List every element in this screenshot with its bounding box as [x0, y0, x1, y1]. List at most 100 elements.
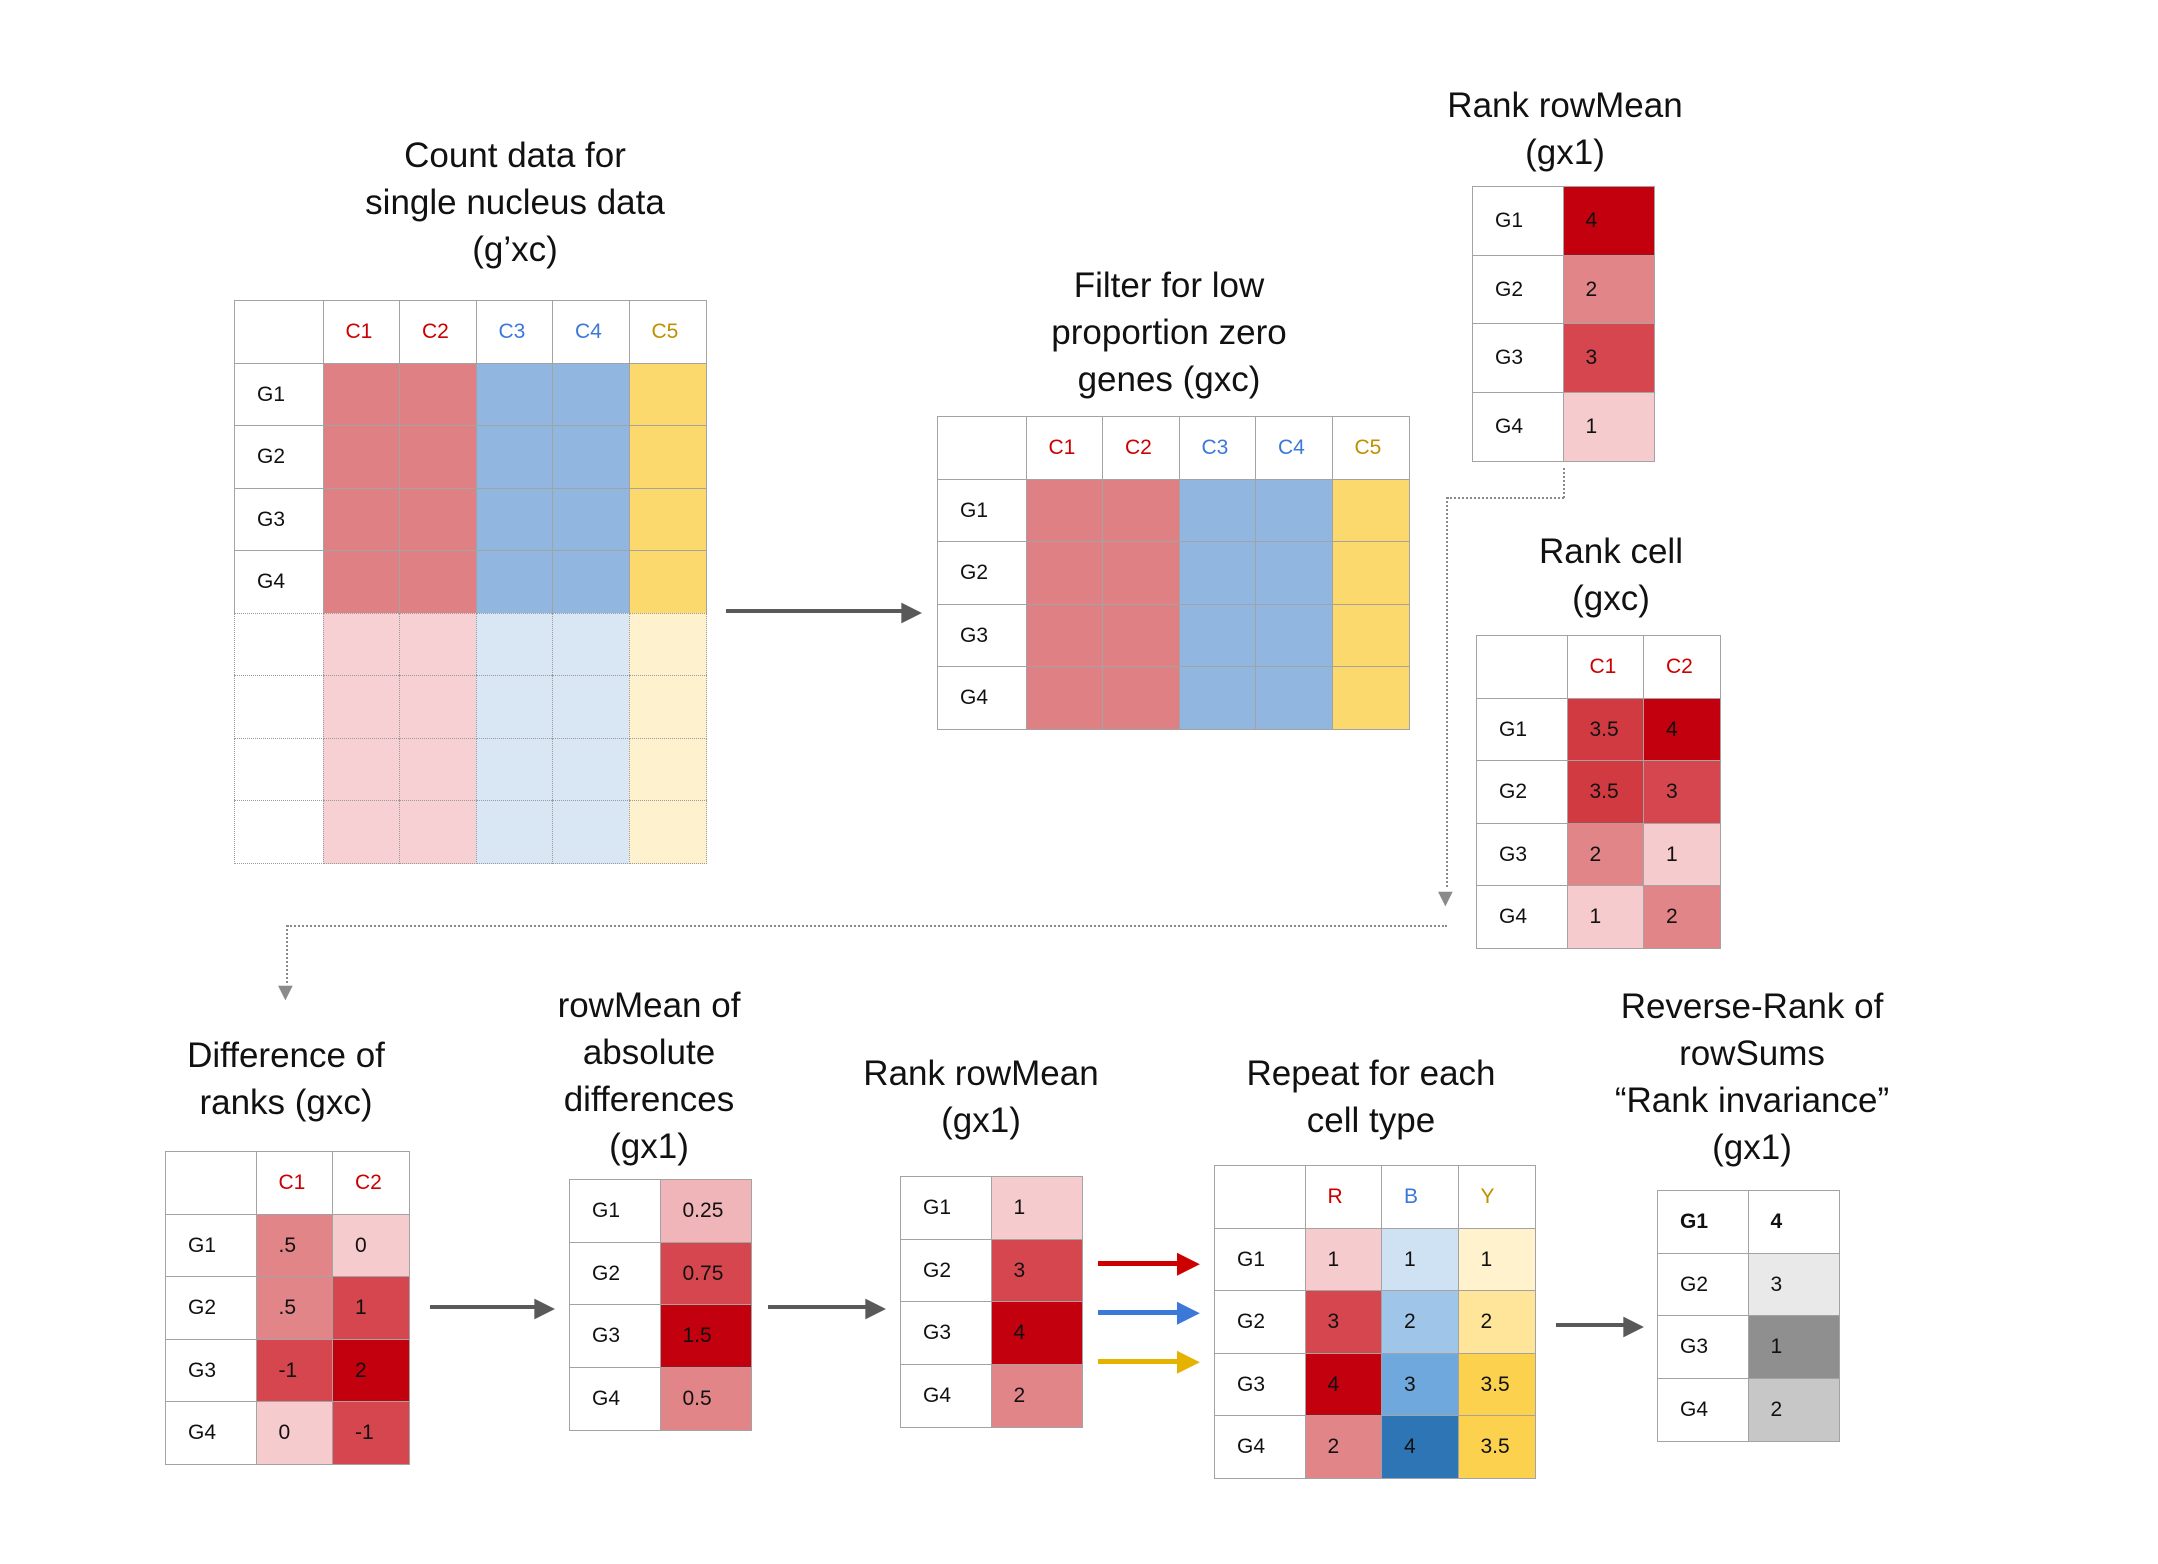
- dotted-arrow-down-icon: ▼: [273, 978, 298, 1006]
- table-row: G4: [234, 550, 707, 614]
- table-cell: G1: [900, 1176, 992, 1240]
- table-cell: G3: [1472, 323, 1564, 393]
- table-row: G2 0.75: [569, 1241, 752, 1306]
- table-cell: G1: [1472, 186, 1564, 256]
- table-cell: Y: [1457, 1165, 1536, 1229]
- table-cell: 2: [1643, 885, 1721, 949]
- table-row: G3: [937, 603, 1410, 668]
- table-cell: B: [1381, 1165, 1459, 1229]
- table-cell: G4: [900, 1363, 992, 1428]
- table-cell: G1: [937, 478, 1027, 543]
- table-row: G2: [937, 541, 1410, 605]
- table-cell: [1102, 666, 1180, 730]
- table-cell: 1.5: [659, 1304, 752, 1368]
- table-row: G2.5 1: [165, 1276, 410, 1340]
- table-cell: [399, 737, 477, 802]
- table-cell: [1025, 478, 1104, 543]
- table-cell: [1331, 603, 1410, 668]
- table-cell: 3: [1562, 323, 1655, 393]
- table-row: G2 3: [900, 1238, 1083, 1303]
- table-cell: [552, 612, 630, 677]
- table-cell: 2: [990, 1363, 1083, 1428]
- table-row: G2 2: [1472, 254, 1655, 325]
- table-row: G4: [937, 666, 1410, 730]
- table-row: [234, 800, 707, 864]
- arrow-red-celltype: ▶: [1098, 1248, 1200, 1278]
- table-cell: C1: [1566, 635, 1645, 699]
- reverse-rank-title: Reverse-Rank of rowSums “Rank invariance…: [1614, 987, 1890, 1167]
- table-row: C1 C2: [1476, 635, 1721, 699]
- table-cell: [937, 416, 1027, 480]
- table-cell: C1: [1025, 416, 1104, 480]
- table-cell: .5: [255, 1276, 334, 1340]
- table-cell: 3: [1643, 760, 1721, 824]
- table-cell: G4: [1214, 1415, 1306, 1479]
- table-cell: [234, 800, 324, 864]
- table-cell: G1: [234, 362, 324, 427]
- table-cell: C5: [1331, 416, 1410, 480]
- table-cell: C2: [1102, 416, 1180, 480]
- table-cell: [1025, 666, 1104, 730]
- table-cell: 1: [1381, 1227, 1459, 1292]
- table-cell: C4: [552, 300, 630, 364]
- table-cell: G4: [1472, 391, 1564, 462]
- table-cell: C5: [628, 300, 707, 364]
- table-cell: C1: [255, 1151, 334, 1215]
- table-cell: 3.5: [1457, 1415, 1536, 1479]
- table-cell: [322, 425, 401, 489]
- arrow-line: [726, 609, 907, 613]
- table-cell: [1102, 478, 1180, 543]
- table-cell: [552, 425, 630, 489]
- table-cell: 3.5: [1566, 697, 1645, 762]
- table-cell: [552, 550, 630, 614]
- table-cell: G4: [165, 1401, 257, 1465]
- table-cell: [1255, 666, 1333, 730]
- table-cell: G2: [234, 425, 324, 489]
- table-cell: [1178, 666, 1257, 730]
- table-cell: [628, 800, 707, 864]
- table-cell: G1: [165, 1213, 257, 1278]
- table-cell: [234, 612, 324, 677]
- table-cell: 4: [1381, 1415, 1459, 1479]
- rowmean-abs-title: rowMean of absolute differences (gx1): [557, 986, 741, 1166]
- table-cell: [475, 800, 554, 864]
- count-data-title: Count data for single nucleus data (g’xc…: [365, 136, 665, 269]
- arrow-count-to-filter: ▶: [726, 597, 922, 625]
- table-cell: [399, 425, 477, 489]
- filter-title: Filter for low proportion zero genes (gx…: [1051, 266, 1287, 399]
- table-cell: 0: [255, 1401, 334, 1465]
- table-cell: [399, 800, 477, 864]
- table-cell: [628, 487, 707, 552]
- table-cell: [1025, 603, 1104, 668]
- table-cell: 1: [1643, 822, 1721, 887]
- table-row: G3 1: [1657, 1315, 1840, 1379]
- table-cell: 2: [1304, 1415, 1383, 1479]
- table-cell: [628, 362, 707, 427]
- table-row: G2 3.5 3: [1476, 760, 1721, 824]
- table-cell: [322, 612, 401, 677]
- table-cell: [399, 550, 477, 614]
- table-row: G4 0 -1: [165, 1401, 410, 1465]
- arrow-line: [1098, 1309, 1182, 1315]
- arrow-blue-celltype: ▶: [1098, 1297, 1200, 1327]
- table-cell: [1178, 603, 1257, 668]
- table-cell: [322, 800, 401, 864]
- table-cell: G4: [569, 1366, 661, 1431]
- rank-cell-title: Rank cell (gxc): [1539, 532, 1683, 618]
- table-row: C1 C2: [165, 1151, 410, 1215]
- table-cell: G1: [569, 1179, 661, 1243]
- table-cell: [322, 362, 401, 427]
- table-cell: [399, 675, 477, 739]
- dotted-connector-segment: [1447, 497, 1564, 499]
- table-cell: 1: [1457, 1227, 1536, 1292]
- table-cell: [1214, 1165, 1306, 1229]
- table-cell: [1255, 603, 1333, 668]
- table-cell: G2: [165, 1276, 257, 1340]
- table-cell: 2: [1747, 1377, 1840, 1442]
- table-cell: R: [1304, 1165, 1383, 1229]
- table-row: C1 C2 C3 C4 C5: [937, 416, 1410, 480]
- table-cell: [475, 362, 554, 427]
- repeat-celltype-table: R B Y G1 1 1 1 G2 3 2 2 G3 4 3 3.5 G4 2 4 3.5: [1214, 1165, 1536, 1479]
- arrow-line: [768, 1305, 871, 1309]
- table-cell: [628, 425, 707, 489]
